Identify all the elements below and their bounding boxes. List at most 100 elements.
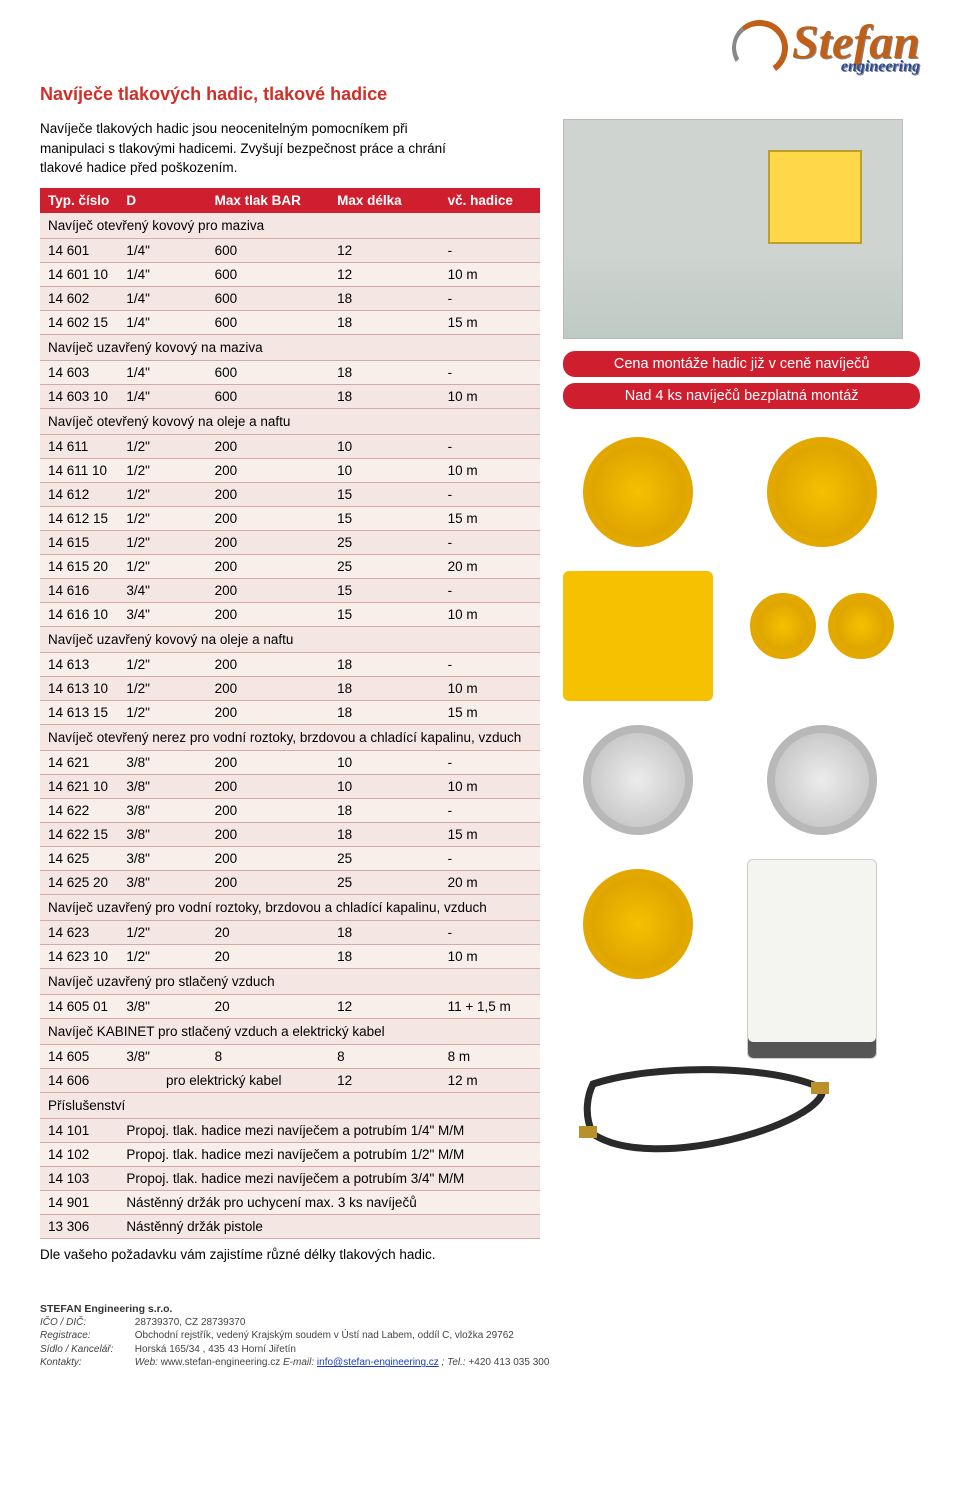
cell-hose: - [440, 530, 540, 554]
cell-typ: 14 603 10 [40, 384, 118, 408]
cell-len: 8 [329, 1044, 439, 1068]
cell-hose: 12 m [440, 1068, 540, 1092]
cell-d: 1/4" [118, 384, 206, 408]
cell-hose: 15 m [440, 310, 540, 334]
cell-hose: - [440, 578, 540, 602]
cell-d: 1/2" [118, 458, 206, 482]
cell-hose: 15 m [440, 700, 540, 724]
cell-hose: 20 m [440, 870, 540, 894]
cell-hose: 10 m [440, 384, 540, 408]
cell-bar: 600 [207, 360, 329, 384]
cell-len: 18 [329, 798, 439, 822]
footer-kontakt: Kontakty: Web: www.stefan-engineering.cz… [40, 1356, 920, 1370]
cell-hose: - [440, 286, 540, 310]
cell-bar: 200 [207, 530, 329, 554]
table-row: 14 622 153/8"2001815 m [40, 822, 540, 846]
promo-box: Cena montáže hadic již v ceně navíječů N… [563, 351, 920, 409]
col-hose: vč. hadice [440, 188, 540, 213]
table-row: 14 602 151/4"6001815 m [40, 310, 540, 334]
cell-len: 15 [329, 578, 439, 602]
table-row: 14 6053/8"888 m [40, 1044, 540, 1068]
cell-typ: 14 601 [40, 238, 118, 262]
cell-hose: 10 m [440, 774, 540, 798]
table-section-title: Navíječ uzavřený kovový na oleje a naftu [40, 626, 540, 652]
cell-typ: 14 102 [40, 1142, 118, 1166]
cell-typ: 14 615 [40, 530, 118, 554]
table-section-title: Navíječ otevřený nerez pro vodní roztoky… [40, 724, 540, 750]
cell-desc: pro elektrický kabel [118, 1068, 329, 1092]
table-row: 14 6151/2"20025- [40, 530, 540, 554]
footer-sidlo-label: Sídlo / Kancelář: [40, 1343, 132, 1357]
cell-bar: 200 [207, 676, 329, 700]
promo-line-1: Cena montáže hadic již v ceně navíječů [563, 351, 920, 377]
cell-hose: 20 m [440, 554, 540, 578]
cell-len: 18 [329, 652, 439, 676]
table-section-title: Navíječ otevřený kovový pro maziva [40, 213, 540, 239]
cell-typ: 14 605 01 [40, 994, 118, 1018]
table-row: 14 613 151/2"2001815 m [40, 700, 540, 724]
cell-d: 1/4" [118, 360, 206, 384]
table-row: 14 6223/8"20018- [40, 798, 540, 822]
cell-hose: 8 m [440, 1044, 540, 1068]
cell-bar: 200 [207, 602, 329, 626]
cell-len: 15 [329, 506, 439, 530]
cell-len: 18 [329, 360, 439, 384]
cell-typ: 14 616 [40, 578, 118, 602]
cell-d: 1/2" [118, 652, 206, 676]
cell-typ: 14 621 [40, 750, 118, 774]
header-logo-row: Stefan engineering [40, 20, 920, 76]
footer-email-link[interactable]: info@stefan-engineering.cz [317, 1357, 439, 1368]
logo-text: Stefan engineering [792, 21, 920, 75]
table-section-title: Navíječ KABINET pro stlačený vzduch a el… [40, 1018, 540, 1044]
footer-email-label: E-mail: [283, 1357, 317, 1368]
table-row: 14 101Propoj. tlak. hadice mezi navíječe… [40, 1118, 540, 1142]
table-row: 14 613 101/2"2001810 m [40, 676, 540, 700]
table-row: 14 6031/4"60018- [40, 360, 540, 384]
footer-ico-value: 28739370, CZ 28739370 [135, 1317, 246, 1328]
footer-reg-value: Obchodní rejstřík, vedený Krajským soude… [135, 1330, 514, 1341]
cell-typ: 14 613 15 [40, 700, 118, 724]
cell-len: 10 [329, 750, 439, 774]
cell-bar: 20 [207, 944, 329, 968]
cell-bar: 200 [207, 822, 329, 846]
cell-d: 3/8" [118, 1044, 206, 1068]
footer-company: STEFAN Engineering s.r.o. [40, 1302, 920, 1316]
table-row: 14 611 101/2"2001010 m [40, 458, 540, 482]
table-section-title: Příslušenství [40, 1092, 540, 1118]
col-typ: Typ. číslo [40, 188, 118, 213]
cell-len: 25 [329, 554, 439, 578]
intro-paragraph: Navíječe tlakových hadic jsou neocenitel… [40, 119, 470, 178]
cell-bar: 8 [207, 1044, 329, 1068]
reel-yellow-5 [563, 859, 713, 989]
cell-bar: 600 [207, 238, 329, 262]
table-section: Navíječ otevřený nerez pro vodní roztoky… [40, 724, 540, 750]
cell-hose: - [440, 846, 540, 870]
cell-bar: 200 [207, 846, 329, 870]
cell-hose: - [440, 482, 540, 506]
table-section: Navíječ uzavřený pro stlačený vzduch [40, 968, 540, 994]
footer-ico-label: IČO / DIČ: [40, 1316, 132, 1330]
cell-desc: Nástěnný držák pro uchycení max. 3 ks na… [118, 1190, 540, 1214]
cell-typ: 14 615 20 [40, 554, 118, 578]
footer-ico: IČO / DIČ: 28739370, CZ 28739370 [40, 1316, 920, 1330]
cell-typ: 14 623 [40, 920, 118, 944]
cell-bar: 200 [207, 458, 329, 482]
cell-typ: 14 625 [40, 846, 118, 870]
cell-typ: 14 101 [40, 1118, 118, 1142]
table-row: 14 6131/2"20018- [40, 652, 540, 676]
cell-hose: 10 m [440, 602, 540, 626]
cell-len: 10 [329, 458, 439, 482]
footer-web-label: Web: [135, 1357, 161, 1368]
table-row: 14 6163/4"20015- [40, 578, 540, 602]
table-row: 14 616 103/4"2001510 m [40, 602, 540, 626]
table-row: 14 6021/4"60018- [40, 286, 540, 310]
cell-len: 25 [329, 870, 439, 894]
cell-len: 25 [329, 530, 439, 554]
cell-hose: - [440, 238, 540, 262]
cell-d: 3/8" [118, 994, 206, 1018]
cell-d: 1/2" [118, 530, 206, 554]
cell-d: 1/2" [118, 434, 206, 458]
cell-len: 12 [329, 1068, 439, 1092]
reel-boxed [563, 571, 713, 701]
cell-hose: - [440, 920, 540, 944]
